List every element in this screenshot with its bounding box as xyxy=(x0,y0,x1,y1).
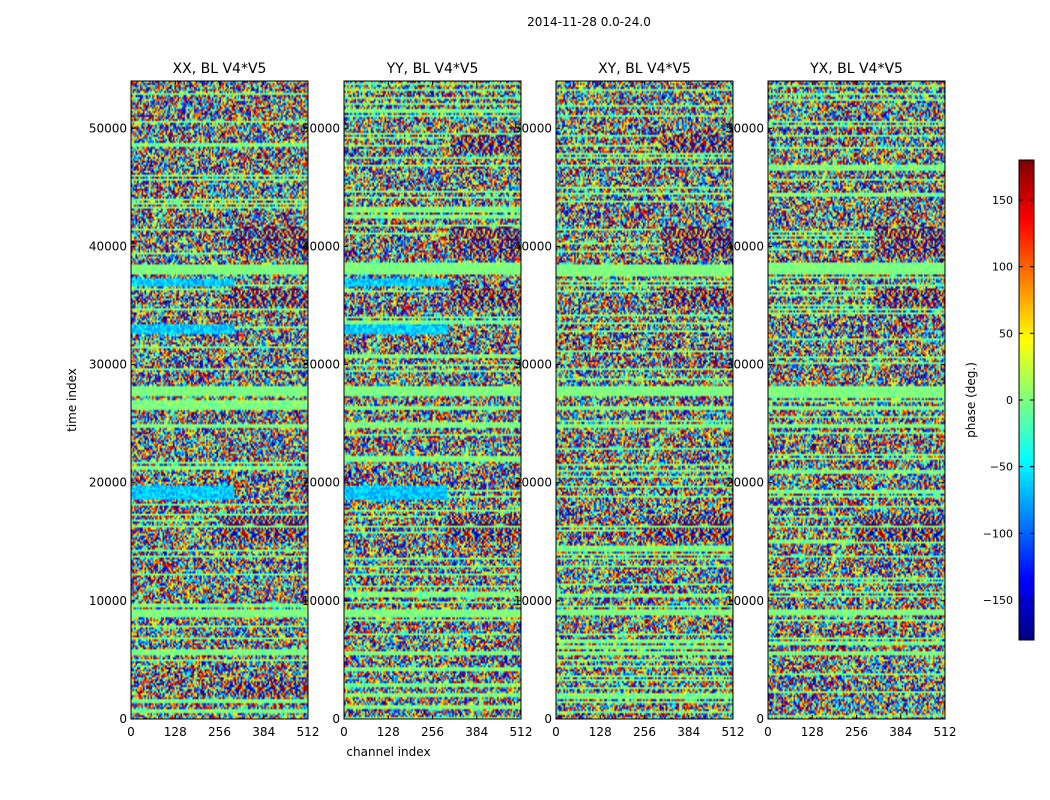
x-tick-label: 128 xyxy=(801,725,824,739)
y-tick-label: 50000 xyxy=(302,121,340,135)
colorbar-tick-label: 100 xyxy=(992,261,1013,274)
y-tick-label: 10000 xyxy=(302,594,340,608)
colorbar-tick-label: −100 xyxy=(983,527,1013,540)
x-tick-label: 128 xyxy=(377,725,400,739)
x-tick-label: 256 xyxy=(633,725,656,739)
x-tick-label: 128 xyxy=(164,725,187,739)
panel-0: XX, BL V4*V5 0 128 256 384 512 0 10000 20000 3000… xyxy=(65,61,319,739)
colorbar-tick-label: −150 xyxy=(983,594,1013,607)
y-tick-label: 0 xyxy=(544,712,552,726)
y-tick-label: 10000 xyxy=(89,594,127,608)
colorbar-tick-label: −50 xyxy=(990,461,1013,474)
x-tick-label: 384 xyxy=(677,725,700,739)
x-tick-label: 256 xyxy=(208,725,231,739)
y-tick-label: 50000 xyxy=(514,121,552,135)
panel-title: XY, BL V4*V5 xyxy=(598,61,691,77)
panel-title: YY, BL V4*V5 xyxy=(386,61,479,77)
x-tick-label: 256 xyxy=(845,725,868,739)
panel-title: YX, BL V4*V5 xyxy=(809,61,903,77)
x-tick-label: 0 xyxy=(552,725,560,739)
y-tick-label: 40000 xyxy=(302,239,340,253)
x-tick-label: 384 xyxy=(465,725,488,739)
x-tick-label: 0 xyxy=(127,725,135,739)
y-tick-label: 20000 xyxy=(89,476,127,490)
y-tick-label: 30000 xyxy=(302,358,340,372)
y-tick-label: 30000 xyxy=(89,358,127,372)
colorbar-tick-label: 150 xyxy=(992,194,1013,207)
y-tick-label: 20000 xyxy=(514,476,552,490)
x-axis-label: channel index xyxy=(346,745,430,759)
y-tick-label: 20000 xyxy=(726,476,764,490)
y-tick-label: 40000 xyxy=(514,239,552,253)
y-tick-label: 0 xyxy=(332,712,340,726)
phase-heatmap-raster xyxy=(768,81,945,719)
x-tick-label: 512 xyxy=(722,725,745,739)
y-tick-label: 30000 xyxy=(514,358,552,372)
y-tick-label: 0 xyxy=(756,712,764,726)
y-axis-label: time index xyxy=(65,368,79,432)
y-tick-label: 50000 xyxy=(726,121,764,135)
colorbar-tick-label: 0 xyxy=(1006,394,1013,407)
phase-heatmap-raster xyxy=(131,81,308,719)
x-tick-label: 256 xyxy=(421,725,444,739)
y-tick-label: 20000 xyxy=(302,476,340,490)
y-tick-label: 10000 xyxy=(726,594,764,608)
y-tick-label: 40000 xyxy=(89,239,127,253)
y-tick-label: 0 xyxy=(119,712,127,726)
phase-heatmap-raster xyxy=(344,81,521,719)
figure-suptitle: 2014-11-28 0.0-24.0 xyxy=(527,15,651,29)
colorbar-label: phase (deg.) xyxy=(964,362,978,438)
x-tick-label: 0 xyxy=(764,725,772,739)
panel-2: XY, BL V4*V5 0 128 256 384 512 0 10000 20000 3000… xyxy=(514,61,745,739)
y-tick-label: 10000 xyxy=(514,594,552,608)
x-tick-label: 384 xyxy=(252,725,275,739)
y-tick-label: 40000 xyxy=(726,239,764,253)
x-tick-label: 0 xyxy=(340,725,348,739)
x-tick-label: 512 xyxy=(297,725,320,739)
x-tick-label: 512 xyxy=(934,725,957,739)
phase-heatmap-raster xyxy=(556,81,733,719)
panel-1: YY, BL V4*V5 0 128 256 384 512 0 10000 20000 3000… xyxy=(302,61,533,759)
x-tick-label: 384 xyxy=(889,725,912,739)
y-tick-label: 30000 xyxy=(726,358,764,372)
colorbar-tick-label: 50 xyxy=(999,327,1013,340)
y-tick-label: 50000 xyxy=(89,121,127,135)
panel-title: XX, BL V4*V5 xyxy=(173,61,267,77)
colorbar-gradient xyxy=(1019,160,1034,640)
panel-3: YX, BL V4*V5 0 128 256 384 512 0 10000 20000 3000… xyxy=(726,61,957,739)
x-tick-label: 512 xyxy=(510,725,533,739)
x-tick-label: 128 xyxy=(589,725,612,739)
